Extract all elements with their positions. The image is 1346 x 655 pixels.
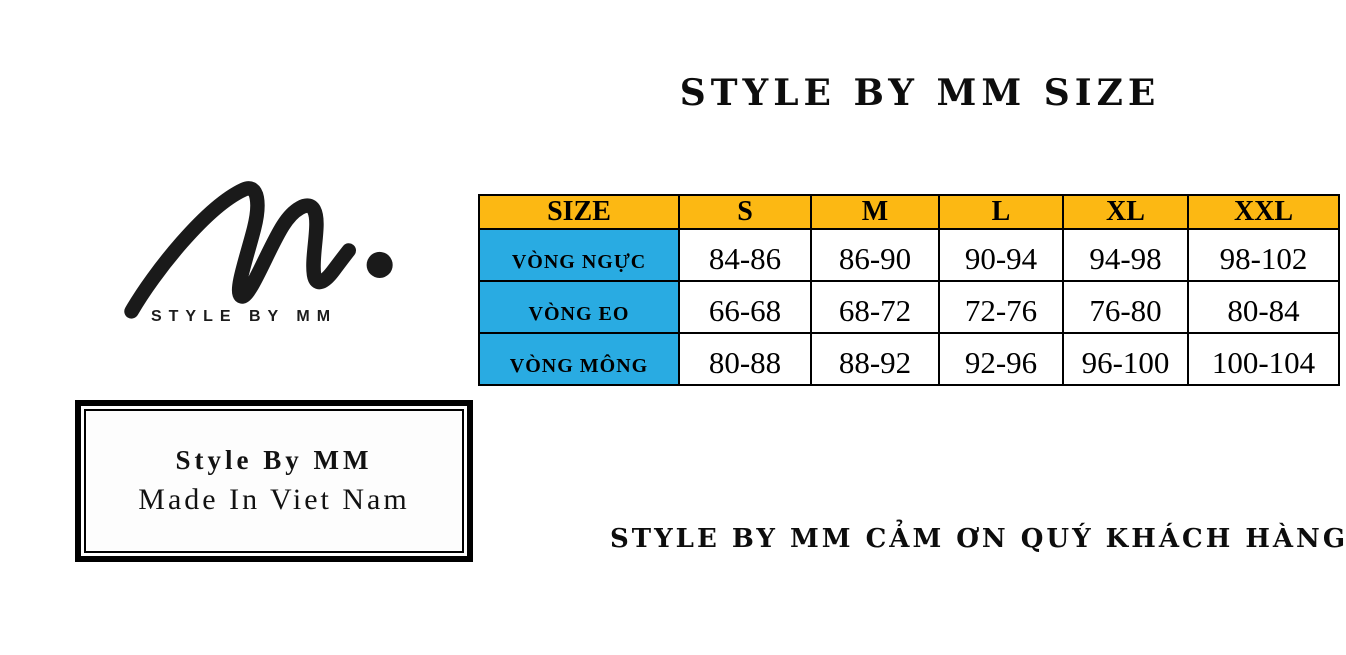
cell-bust-xxl: 98-102 (1187, 228, 1340, 282)
cell-waist-s: 66-68 (678, 280, 812, 334)
header-cell-xxl: XXL (1187, 194, 1340, 230)
made-in-box-inner: Style By MM Made In Viet Nam (84, 409, 464, 553)
table-row-waist: VÒNG EO 66-68 68-72 72-76 76-80 80-84 (478, 280, 1340, 334)
cell-waist-m: 68-72 (810, 280, 940, 334)
table-row-bust: VÒNG NGỰC 84-86 86-90 90-94 94-98 98-102 (478, 228, 1340, 282)
cell-hip-l: 92-96 (938, 332, 1064, 386)
header-cell-s: S (678, 194, 812, 230)
header-cell-xl: XL (1062, 194, 1189, 230)
header-cell-m: M (810, 194, 940, 230)
row-label-hip: VÒNG MÔNG (478, 332, 680, 386)
cell-waist-xl: 76-80 (1062, 280, 1189, 334)
cell-bust-m: 86-90 (810, 228, 940, 282)
header-cell-l: L (938, 194, 1064, 230)
cell-hip-xl: 96-100 (1062, 332, 1189, 386)
made-in-box: Style By MM Made In Viet Nam (75, 400, 473, 562)
box-origin-line: Made In Viet Nam (138, 483, 410, 516)
cursive-m-logo-icon (124, 181, 393, 319)
cell-bust-s: 84-86 (678, 228, 812, 282)
table-header-row: SIZE S M L XL XXL (478, 194, 1340, 230)
header-cell-size: SIZE (478, 194, 680, 230)
thank-you-message: STYLE BY MM CẢM ƠN QUÝ KHÁCH HÀNG ! (610, 524, 1346, 554)
cell-hip-m: 88-92 (810, 332, 940, 386)
cell-waist-l: 72-76 (938, 280, 1064, 334)
row-label-bust: VÒNG NGỰC (478, 228, 680, 282)
logo-wordmark: STYLE BY MM (150, 308, 338, 325)
cell-waist-xxl: 80-84 (1187, 280, 1340, 334)
cell-hip-s: 80-88 (678, 332, 812, 386)
box-brand-line: Style By MM (175, 445, 373, 475)
brand-logo: STYLE BY MM (112, 180, 404, 326)
table-row-hip: VÒNG MÔNG 80-88 88-92 92-96 96-100 100-1… (478, 332, 1340, 386)
page-title: STYLE BY MM SIZE (679, 72, 1161, 114)
size-table: SIZE S M L XL XXL VÒNG NGỰC 84-86 86-90 … (478, 194, 1340, 386)
cell-bust-xl: 94-98 (1062, 228, 1189, 282)
cell-bust-l: 90-94 (938, 228, 1064, 282)
row-label-waist: VÒNG EO (478, 280, 680, 334)
cell-hip-xxl: 100-104 (1187, 332, 1340, 386)
